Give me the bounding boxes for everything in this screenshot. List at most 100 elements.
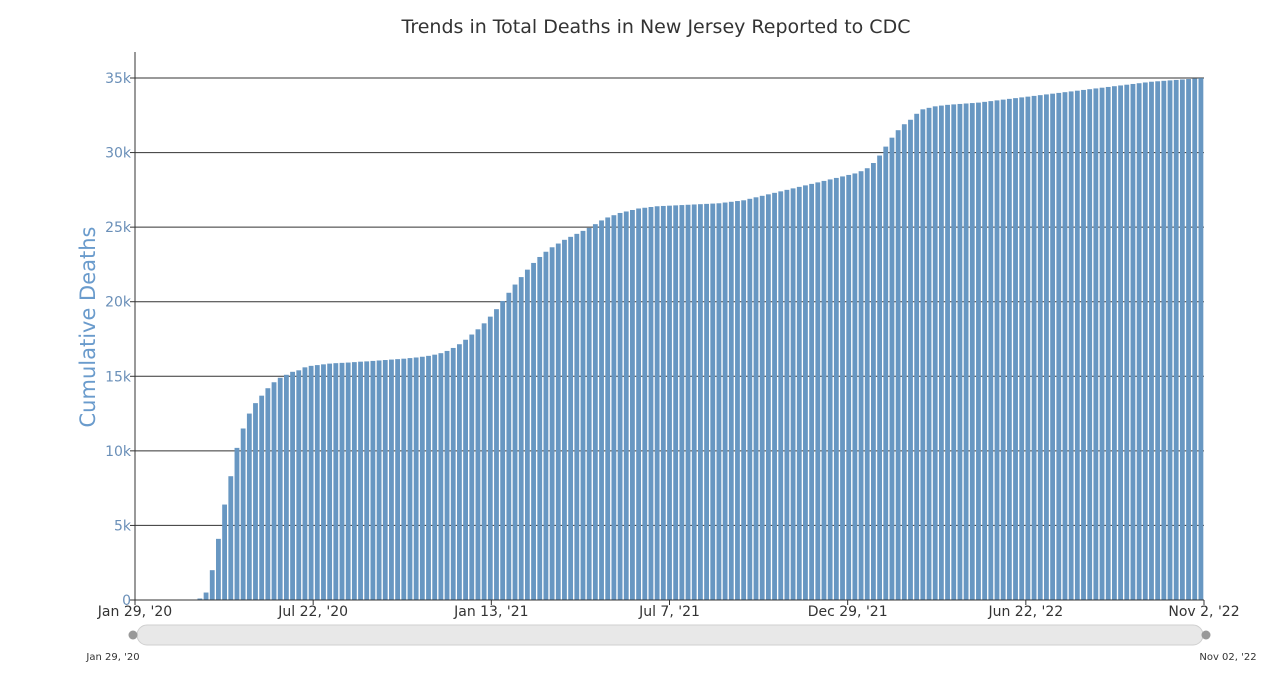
bar: [1149, 81, 1154, 601]
x-tick-label: Jun 22, '22: [987, 604, 1063, 620]
bar: [1037, 95, 1043, 601]
x-tick-label: Jul 22, '20: [277, 604, 348, 620]
x-tick-label: Jan 29, '20: [97, 604, 172, 620]
bar: [728, 201, 734, 601]
bar: [1136, 83, 1142, 601]
bar: [234, 447, 240, 600]
bar: [951, 104, 957, 601]
bar: [1124, 84, 1130, 600]
bar: [654, 206, 660, 600]
bar: [364, 361, 370, 600]
range-slider-track[interactable]: [136, 624, 1204, 646]
bar: [308, 365, 314, 600]
bar: [283, 374, 289, 600]
bar: [290, 371, 295, 600]
bar: [667, 205, 672, 601]
range-end-handle[interactable]: [1201, 630, 1211, 640]
bar: [1142, 82, 1148, 601]
bar: [580, 230, 586, 600]
bar: [302, 367, 308, 600]
y-axis-label: Cumulative Deaths: [76, 227, 100, 428]
bar: [339, 362, 345, 600]
bar: [296, 370, 302, 600]
bar: [809, 183, 815, 600]
bar: [1025, 96, 1031, 600]
y-tick-label: 20k: [105, 295, 132, 311]
chart-title: Trends in Total Deaths in New Jersey Rep…: [401, 16, 911, 38]
x-tick-label: Nov 2, '22: [1168, 604, 1239, 620]
bar: [617, 212, 623, 600]
bar: [852, 173, 858, 600]
y-tick-label: 15k: [105, 369, 132, 385]
bar: [815, 182, 821, 600]
bar: [772, 192, 777, 600]
bar: [1031, 95, 1037, 601]
bar: [938, 105, 944, 600]
bar: [1006, 98, 1012, 600]
bar: [660, 205, 666, 600]
bar: [753, 197, 759, 600]
bars: [197, 78, 1204, 601]
bar: [592, 224, 598, 600]
bar: [914, 113, 920, 600]
x-tick-labels: Jan 29, '20 Jul 22, '20 Jan 13, '21 Jul 7, …: [97, 600, 1240, 620]
bar: [407, 358, 413, 600]
bar: [784, 189, 790, 601]
bar: [1179, 79, 1185, 601]
bar: [920, 109, 926, 600]
bar: [630, 209, 635, 601]
bar: [395, 359, 401, 600]
bar: [858, 171, 864, 600]
bar: [599, 220, 604, 600]
bar: [197, 598, 203, 600]
range-slider[interactable]: Jan 29, '20 Nov 02, '22: [85, 624, 1257, 663]
bar: [413, 357, 419, 600]
bar: [574, 233, 580, 600]
bar: [1062, 92, 1068, 601]
bar: [704, 203, 709, 600]
bar: [481, 323, 487, 600]
bar: [216, 538, 221, 600]
bar: [1118, 85, 1123, 600]
bar: [432, 354, 438, 600]
bar: [833, 177, 839, 600]
bar: [562, 239, 567, 600]
bar: [735, 201, 740, 601]
bar: [259, 395, 265, 600]
y-tick-label: 10k: [105, 444, 132, 460]
bar: [389, 359, 394, 600]
bar: [976, 102, 981, 601]
bar: [864, 168, 870, 601]
bar: [901, 124, 907, 600]
bar: [1093, 88, 1099, 600]
bar: [1099, 87, 1105, 600]
bar: [691, 204, 697, 600]
bar: [1087, 89, 1093, 600]
bar: [1130, 83, 1136, 601]
bar: [457, 344, 462, 600]
bar: [524, 269, 530, 600]
bar: [549, 247, 555, 600]
bar: [271, 382, 277, 600]
bar: [358, 361, 363, 600]
bar: [351, 362, 357, 600]
bar: [475, 329, 481, 600]
bar: [209, 570, 215, 600]
bar: [426, 355, 431, 600]
bar: [988, 101, 994, 601]
bar: [982, 101, 988, 601]
bar: [1068, 91, 1074, 601]
x-tick-label: Jul 7, '21: [638, 604, 700, 620]
bar: [642, 207, 648, 600]
bar: [623, 211, 629, 601]
bar: [1000, 99, 1006, 600]
bar: [543, 251, 549, 600]
bar: [926, 107, 932, 600]
bar: [203, 592, 209, 600]
bar: [228, 476, 234, 600]
range-start-handle[interactable]: [128, 630, 138, 640]
bar: [419, 356, 425, 600]
bar: [877, 155, 882, 601]
bar: [438, 353, 444, 600]
